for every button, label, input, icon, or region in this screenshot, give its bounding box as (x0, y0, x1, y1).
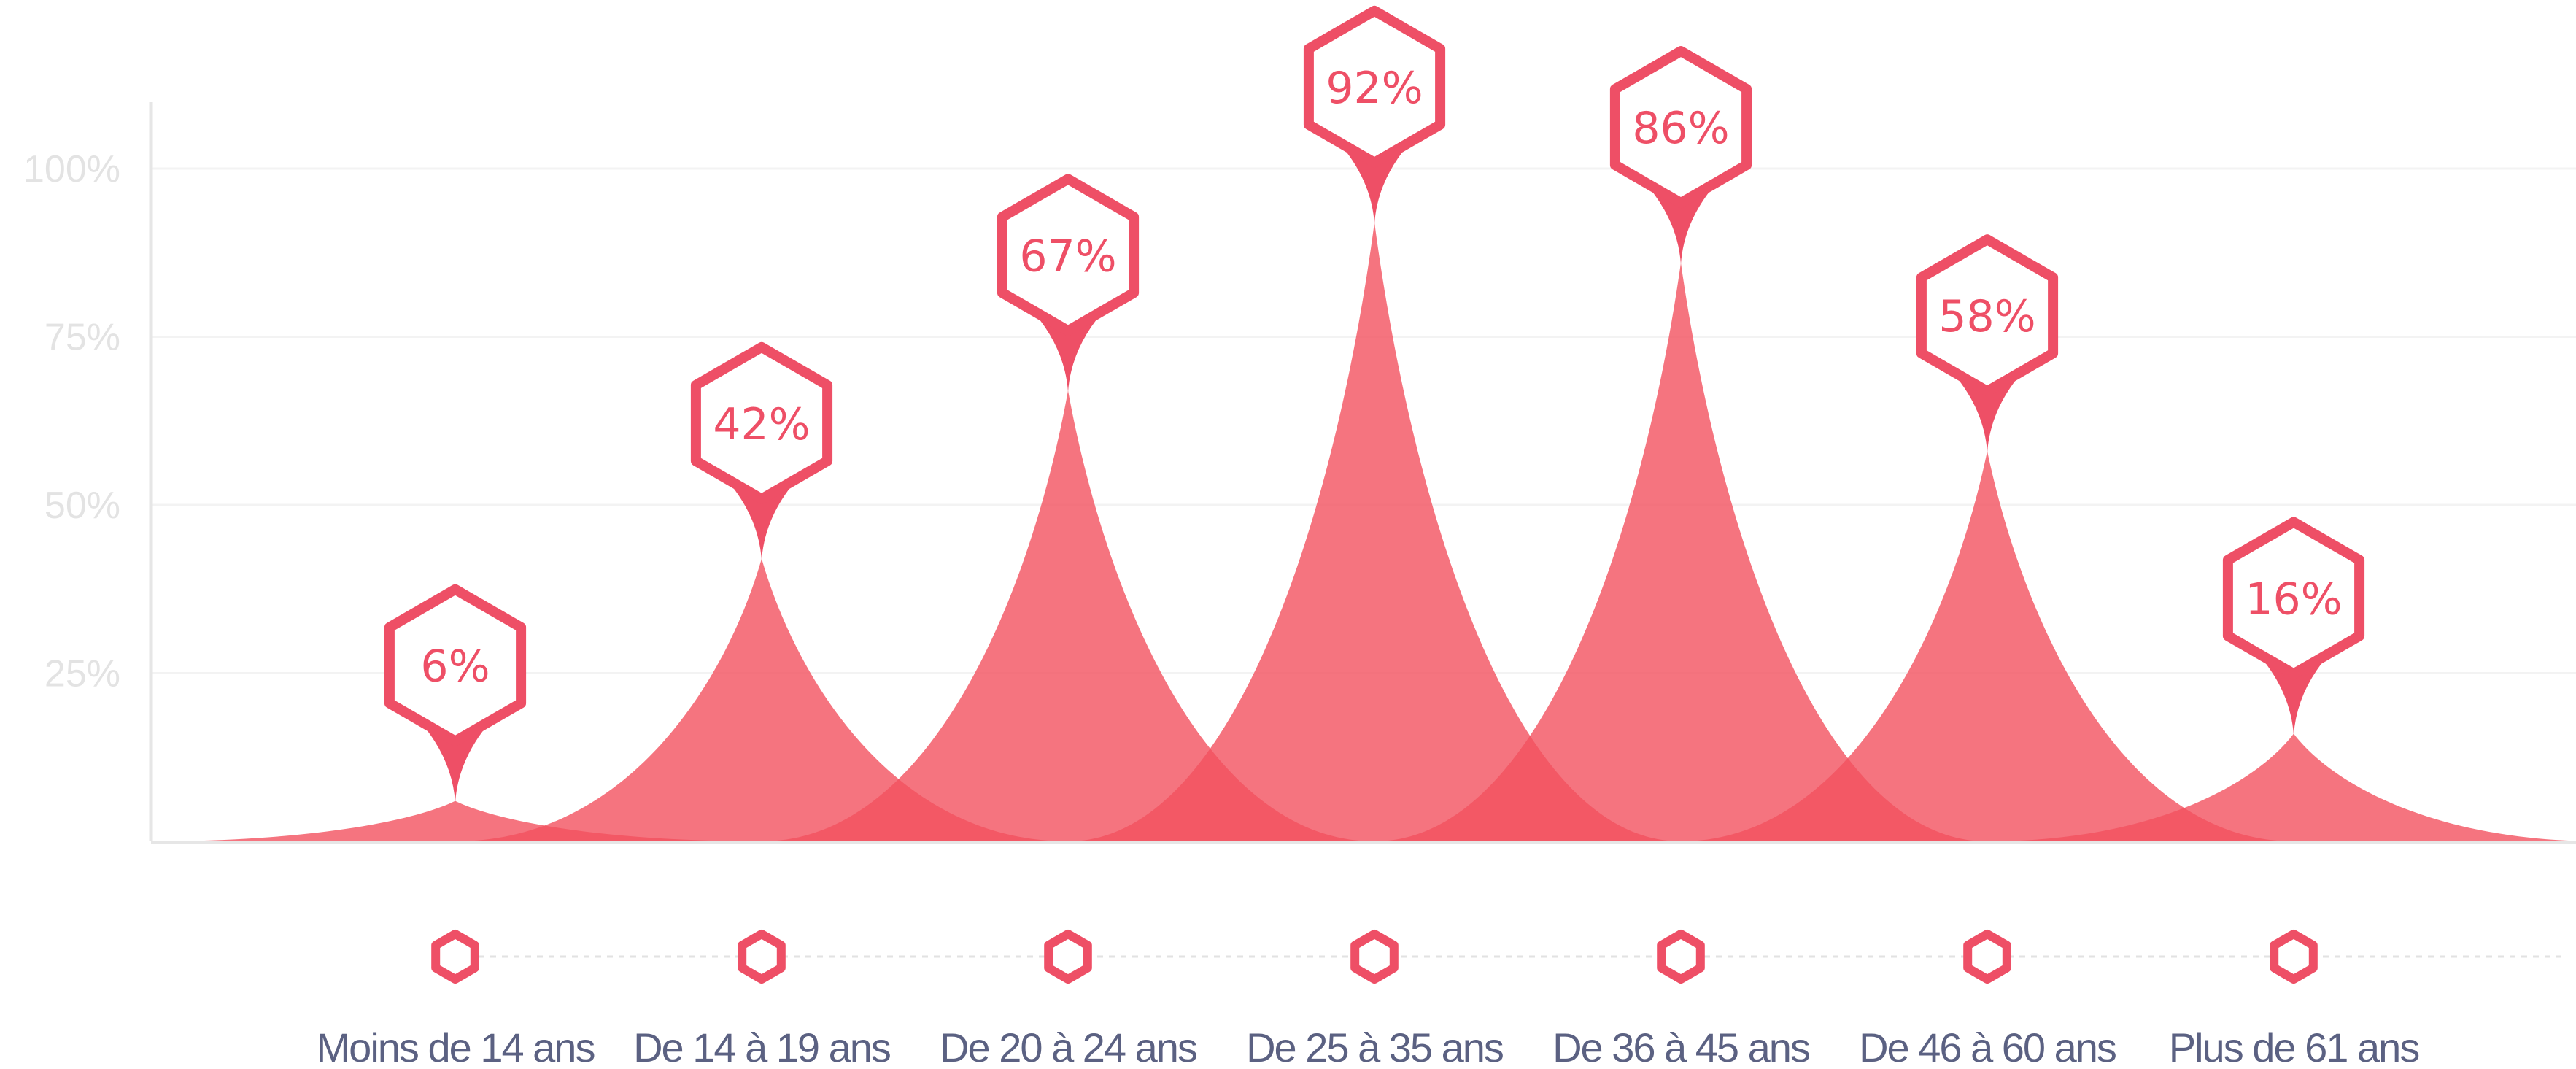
peak-areas (151, 222, 2576, 842)
badge-hexagon (384, 584, 527, 746)
peak-area (1068, 222, 1681, 841)
badge-tail (1341, 144, 1408, 224)
value-label: 42% (713, 399, 810, 450)
peak-area (1681, 451, 2294, 841)
value-label: 58% (1938, 291, 2035, 342)
badge-tail (728, 481, 795, 560)
value-badges: 6% 42% 67% 92% 86% 58% 16% (384, 5, 2365, 803)
badge-hexagon (1303, 5, 1446, 168)
peak-area (762, 390, 1374, 841)
category-marker (1963, 930, 2011, 984)
value-badge: 67% (997, 174, 1140, 393)
category-marker (1657, 930, 1705, 984)
badge-tail (1034, 313, 1102, 393)
category-label: De 14 à 19 ans (633, 1024, 890, 1069)
badge-tail (1954, 374, 2021, 453)
badge-tail (422, 723, 489, 803)
peak-area (151, 800, 762, 841)
badge-hexagon (1609, 46, 1752, 209)
category-marker (2270, 930, 2318, 984)
category-label: De 25 à 35 ans (1246, 1024, 1503, 1069)
badge-tail (1647, 185, 1714, 265)
category-marker (431, 930, 479, 984)
category-label: Moins de 14 ans (317, 1024, 595, 1069)
y-axis-ticks: 100% 75% 50% 25% (23, 148, 120, 695)
badge-hexagon (1916, 234, 2059, 397)
category-label: Plus de 61 ans (2169, 1024, 2418, 1069)
peak-area (1987, 733, 2576, 841)
value-badge: 6% (384, 584, 527, 803)
category-marker (738, 930, 786, 984)
category-label: De 46 à 60 ans (1859, 1024, 2116, 1069)
value-badge: 16% (2222, 517, 2365, 736)
peak-area (455, 558, 1068, 841)
badge-hexagon (997, 174, 1140, 336)
value-label: 16% (2245, 574, 2342, 625)
y-tick-label: 25% (45, 653, 120, 695)
y-tick-label: 75% (45, 317, 120, 359)
y-tick-label: 50% (45, 485, 120, 527)
y-tick-label: 100% (23, 148, 120, 190)
value-badge: 86% (1609, 46, 1752, 265)
peak-area (1374, 263, 1987, 842)
category-marker (1044, 930, 1092, 984)
badge-hexagon (2222, 517, 2365, 679)
category-label: De 36 à 45 ans (1552, 1024, 1809, 1069)
value-badge: 42% (690, 341, 833, 560)
category-marker (1350, 930, 1399, 984)
value-badge: 58% (1916, 234, 2059, 453)
value-label: 6% (420, 641, 490, 692)
category-label: De 20 à 24 ans (940, 1024, 1196, 1069)
value-label: 86% (1632, 103, 1729, 154)
value-badge: 92% (1303, 5, 1446, 224)
value-label: 67% (1019, 231, 1116, 282)
value-label: 92% (1326, 63, 1423, 114)
category-markers (431, 930, 2318, 984)
badge-tail (2260, 656, 2327, 736)
badge-hexagon (690, 341, 833, 504)
x-axis-labels: Moins de 14 ans De 14 à 19 ans De 20 à 24 … (317, 1024, 2421, 1069)
